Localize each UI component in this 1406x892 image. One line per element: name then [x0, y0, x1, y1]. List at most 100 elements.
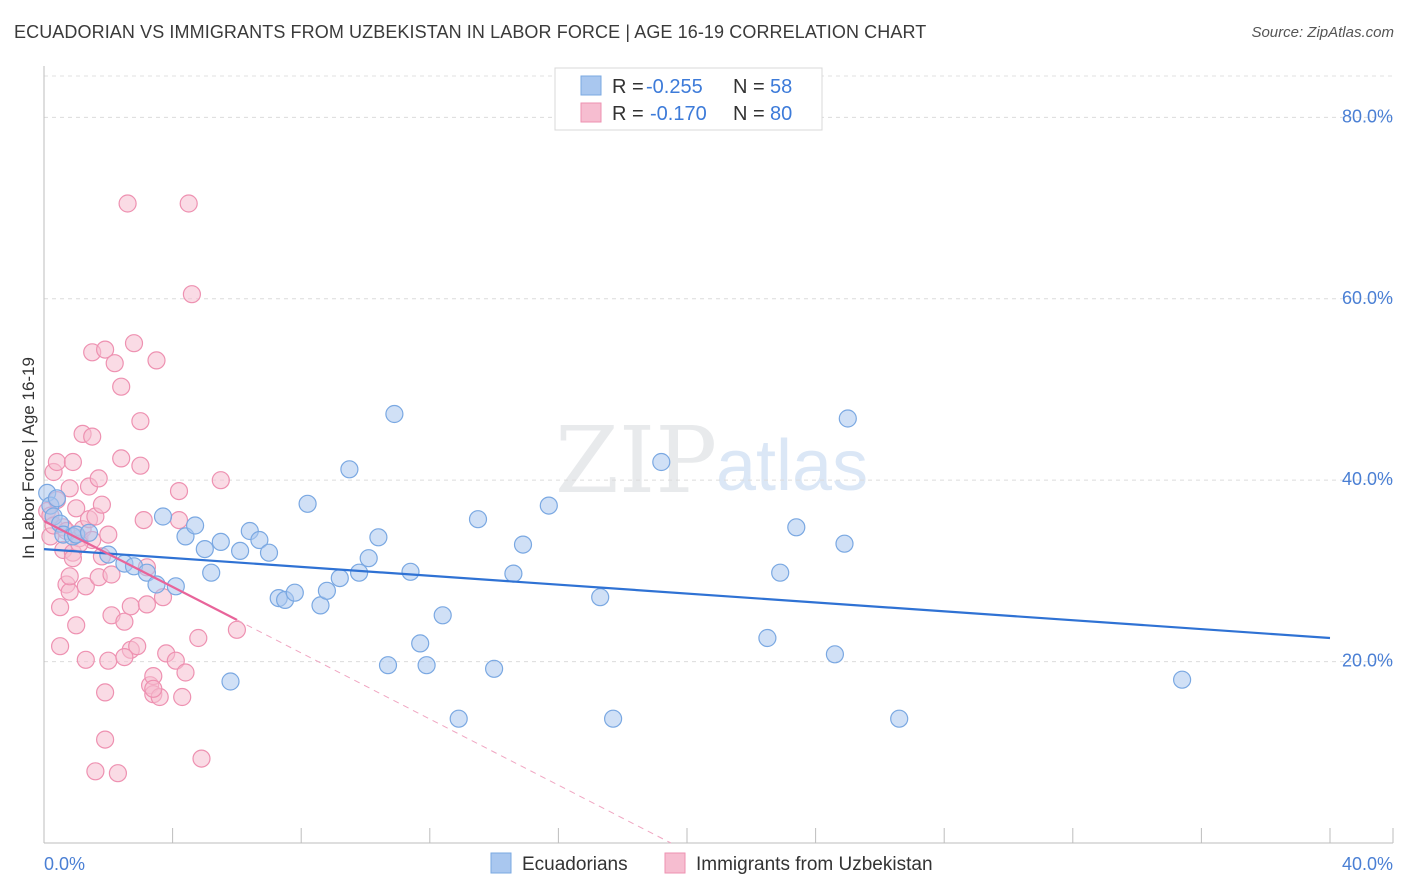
legend-n-value-2: 80: [770, 103, 792, 125]
uzbekistan-point-66: [169, 510, 189, 530]
ecuadorians-point-36: [369, 528, 388, 547]
series-ecuadorians-points: [38, 404, 1192, 728]
series-uzbekistan-points: [38, 194, 246, 783]
ecuadorians-point-46: [504, 564, 523, 583]
uzbekistan-point-52: [131, 412, 150, 431]
uzbekistan-point-34: [92, 495, 112, 514]
uzbekistan-point-78: [115, 647, 134, 667]
uzbekistan-point-43: [108, 764, 128, 783]
uzbekistan-point-36: [95, 683, 115, 702]
uzbekistan-point-64: [166, 651, 185, 670]
uzbekistan-point-51: [128, 637, 147, 656]
ecuadorians-point-28: [285, 583, 304, 602]
series-legend-swatch-uzbekistan: [664, 852, 686, 874]
legend-n-label-2: N =: [733, 103, 765, 125]
ecuadorians-point-42: [433, 606, 452, 625]
uzbekistan-point-75: [144, 679, 163, 698]
legend-n-value-1: 58: [770, 76, 792, 98]
uzbekistan-point-45: [112, 449, 131, 468]
uzbekistan-point-7: [50, 637, 70, 656]
ecuadorians-point-44: [468, 510, 488, 529]
data-points: [38, 194, 1192, 783]
uzbekistan-point-49: [121, 597, 140, 616]
uzbekistan-point-39: [99, 651, 118, 670]
ecuadorians-point-29: [298, 494, 317, 513]
uzbekistan-point-60: [147, 351, 166, 370]
ecuadorians-point-3: [47, 489, 67, 508]
ecuadorians-point-54: [787, 518, 806, 537]
y-tick-label-40: 40.0%: [1342, 469, 1393, 489]
uzbekistan-point-70: [182, 285, 201, 304]
ecuadorians-point-53: [771, 563, 790, 582]
uzbekistan-point-13: [60, 479, 79, 498]
ecuadorians-point-33: [340, 460, 359, 479]
ecuadorians-point-22: [231, 541, 250, 561]
uzbekistan-point-23: [76, 577, 95, 596]
ecuadorians-point-47: [513, 535, 533, 554]
uzbekistan-trend-extension: [236, 619, 672, 844]
ecuadorians-point-59: [1172, 670, 1192, 689]
ecuadorians-point-17: [186, 516, 205, 535]
legend-r-value-1: -0.255: [646, 76, 703, 98]
ecuadorians-trend-line: [43, 548, 1331, 640]
stats-legend: R = -0.255 N = 58 R = -0.170 N = 80: [554, 67, 823, 131]
ecuadorians-point-50: [603, 709, 623, 728]
ecuadorians-point-57: [838, 409, 857, 428]
chart-title: ECUADORIAN VS IMMIGRANTS FROM UZBEKISTAN…: [14, 22, 927, 42]
uzbekistan-point-35: [95, 340, 115, 359]
ecuadorians-point-41: [417, 656, 436, 675]
uzbekistan-point-28: [83, 427, 102, 446]
uzbekistan-point-54: [134, 510, 153, 530]
ecuadorians-point-39: [401, 562, 420, 581]
series-legend: Ecuadorians Immigrants from Uzbekistan: [490, 852, 933, 875]
ecuadorians-point-37: [378, 656, 398, 675]
uzbekistan-point-14: [60, 582, 79, 601]
uzbekistan-point-42: [105, 354, 124, 373]
ecuadorians-point-31: [317, 581, 336, 600]
uzbekistan-point-67: [173, 687, 192, 707]
uzbekistan-point-71: [189, 628, 208, 648]
ecuadorians-point-24: [250, 530, 269, 550]
ecuadorians-point-55: [825, 645, 845, 664]
ecuadorians-point-52: [758, 628, 777, 648]
ecuadorians-point-34: [350, 563, 369, 582]
uzbekistan-trend-line: [43, 520, 238, 621]
uzbekistan-point-79: [89, 469, 108, 488]
x-tick-label-right: 40.0%: [1342, 854, 1393, 874]
uzbekistan-point-5: [47, 452, 67, 472]
uzbekistan-point-40: [102, 565, 121, 584]
ecuadorians-point-40: [411, 634, 430, 653]
ecuadorians-point-43: [449, 709, 468, 728]
y-axis-title: In Labor Force | Age 16-19: [19, 357, 38, 559]
source-label: Source: ZipAtlas.com: [1251, 24, 1394, 41]
uzbekistan-point-65: [169, 482, 189, 501]
uzbekistan-point-46: [115, 612, 134, 631]
uzbekistan-point-37: [95, 730, 115, 749]
legend-r-label-1: R =: [612, 76, 644, 98]
uzbekistan-point-68: [176, 663, 195, 682]
uzbekistan-point-31: [86, 762, 105, 781]
y-tick-label-80: 80.0%: [1342, 106, 1393, 126]
uzbekistan-point-50: [124, 334, 144, 353]
uzbekistan-point-19: [67, 499, 86, 518]
ecuadorians-point-8: [79, 523, 99, 542]
uzbekistan-point-24: [76, 650, 95, 669]
ecuadorians-point-49: [591, 588, 610, 607]
x-tick-label-left: 0.0%: [44, 854, 85, 874]
series-legend-swatch-ecuadorians: [490, 852, 512, 874]
uzbekistan-point-44: [112, 377, 131, 396]
legend-swatch-uzbekistan: [580, 102, 602, 123]
series-legend-label-ecuadorians: Ecuadorians: [522, 854, 628, 875]
y-tick-label-20: 20.0%: [1342, 651, 1393, 671]
ecuadorians-point-51: [652, 452, 671, 472]
legend-n-label-1: N =: [733, 76, 765, 98]
ecuadorians-point-35: [359, 549, 378, 568]
ecuadorians-point-58: [890, 709, 909, 728]
ecuadorians-point-18: [195, 539, 214, 559]
uzbekistan-point-73: [211, 471, 230, 490]
uzbekistan-point-53: [131, 456, 150, 475]
uzbekistan-point-56: [137, 595, 156, 614]
watermark-zip: ZIP: [555, 407, 717, 514]
uzbekistan-point-47: [118, 194, 137, 213]
ecuadorians-point-45: [485, 659, 504, 678]
